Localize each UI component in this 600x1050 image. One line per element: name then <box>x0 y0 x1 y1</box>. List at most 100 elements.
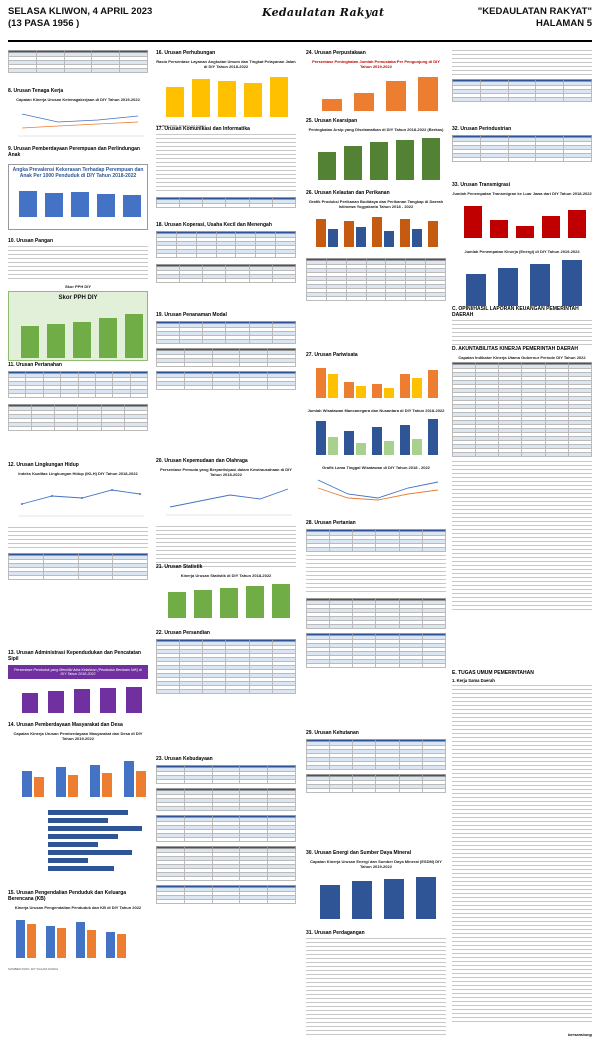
data-table <box>305 774 447 793</box>
data-table <box>155 197 297 208</box>
bar-chart <box>316 368 438 398</box>
chart-banner: Persentase Penduduk yang Memiliki Akta K… <box>8 665 148 679</box>
column-4: 32. Urusan Perindustrian 33. Urusan Tran… <box>451 50 593 1045</box>
section-22: 22. Urusan Persandian <box>155 630 297 694</box>
header-rule <box>8 40 592 42</box>
section-heading: 14. Urusan Pemberdayaan Masyarakat dan D… <box>8 722 123 728</box>
bar-chart <box>316 419 438 455</box>
bar-chart <box>316 217 438 247</box>
section-e: E. TUGAS UMUM PEMERINTAHAN 1. Kerja Sama… <box>452 670 592 1025</box>
section-23: 23. Urusan Kebudayaan <box>156 756 296 904</box>
bar-chart <box>168 584 290 618</box>
section-16: 16. Urusan Perhubungan Rasio Persentase … <box>156 50 296 128</box>
section-heading: 12. Urusan Lingkungan Hidup <box>8 462 79 468</box>
body-text <box>306 555 446 595</box>
line-chart <box>166 488 292 516</box>
body-text <box>8 246 148 282</box>
data-table <box>452 79 592 102</box>
data-table <box>305 598 447 629</box>
section-17: 17. Urusan Komunikasi dan Informatika <box>155 126 297 208</box>
section-21: 21. Urusan Statistik Kinerja Urusan Stat… <box>156 564 296 625</box>
chart-title: Grafik Lama Tinggal Wisatawan di DIY Tah… <box>322 465 430 470</box>
data-table <box>305 529 447 552</box>
body-text <box>452 320 592 348</box>
data-table <box>156 885 296 904</box>
body-text <box>306 938 446 1038</box>
section-27: 27. Urusan Pariwisata Jumlah Wisatawan M… <box>306 352 446 511</box>
section-heading: D. AKUNTABILITAS KINERJA PEMERINTAH DAER… <box>452 346 579 352</box>
section-d: D. AKUNTABILITAS KINERJA PEMERINTAH DAER… <box>451 346 593 611</box>
data-table <box>451 362 593 457</box>
data-table <box>155 639 297 694</box>
column-3: 24. Urusan Perpustakaan Persentase Penin… <box>305 50 447 1045</box>
section-29: 29. Urusan Kehutanan <box>305 730 447 793</box>
section-18: 18. Urusan Koperasi, Usaha Kecil dan Men… <box>155 222 297 283</box>
section-heading: 20. Urusan Kepemudaan dan Olahraga <box>156 458 248 464</box>
header-right-block: "KEDAULATAN RAKYAT" HALAMAN 5 <box>478 6 592 30</box>
section-33: 33. Urusan Transmigrasi Jumlah Penempata… <box>452 182 592 313</box>
section-heading: 10. Urusan Pangan <box>8 238 54 244</box>
section-heading: 28. Urusan Pertanian <box>306 520 356 526</box>
section-heading: 31. Urusan Perdagangan <box>306 930 365 936</box>
bar-chart <box>21 314 143 358</box>
chart-title: Capaian Kinerja Urusan Pemberdayaan Masy… <box>13 731 143 741</box>
section-heading: 25. Urusan Kearsipan <box>306 118 358 124</box>
section-10: 10. Urusan Pangan Skor PPH DIY Skor PPH … <box>8 238 148 361</box>
section-heading: 32. Urusan Perindustrian <box>452 126 512 132</box>
chart-title: Capaian Kinerja Urusan Energi dan Sumber… <box>310 859 442 869</box>
section-30: 30. Urusan Energi dan Sumber Daya Minera… <box>306 850 446 926</box>
section-heading: 30. Urusan Energi dan Sumber Daya Minera… <box>306 850 412 856</box>
data-table <box>155 264 297 283</box>
section-heading: 18. Urusan Koperasi, Usaha Kecil dan Men… <box>156 222 272 228</box>
chart-title: Jumlah Wisatawan Mancanegara dan Nusanta… <box>307 408 445 413</box>
header-pasa: (13 PASA 1956 ) <box>8 17 80 29</box>
bar-chart <box>16 920 126 958</box>
bar-chart <box>318 138 440 180</box>
section-19: 19. Urusan Penanaman Modal <box>155 312 297 390</box>
chart-title: Jumlah Penempatan Kinerja (Energi) di DI… <box>464 249 580 254</box>
body-text <box>452 461 592 611</box>
chart-frame: Angka Prevalensi Kekerasan Terhadap Pere… <box>8 164 148 230</box>
data-table <box>156 348 296 367</box>
chart-title: Peningkatan Arsip yang Diselamatkan di D… <box>308 127 444 132</box>
data-table <box>156 371 296 390</box>
source-note: SUMBER DATA: DIY DALAM ANGKA <box>156 124 207 128</box>
subsection-heading: 1. Kerja Sama Daerah <box>452 678 495 683</box>
section-11: 11. Urusan Pertanahan <box>7 362 149 431</box>
body-text <box>156 526 296 570</box>
body-text <box>156 134 296 194</box>
section-heading: C. OPINI/HASIL LAPORAN KEUANGAN PEMERINT… <box>452 306 579 318</box>
data-table <box>305 633 447 668</box>
section-28: 28. Urusan Pertanian <box>305 520 447 668</box>
data-table <box>155 321 297 344</box>
section-heading: 9. Urusan Pemberdayaan Perempuan dan Per… <box>8 146 140 158</box>
section-14: 14. Urusan Pemberdayaan Masyarakat dan D… <box>8 722 148 887</box>
data-table <box>305 739 447 770</box>
chart-title: Skor PPH DIY <box>64 284 91 289</box>
data-table <box>156 846 296 881</box>
page-number: HALAMAN 5 <box>536 17 592 29</box>
section-heading: 16. Urusan Perhubungan <box>156 50 216 56</box>
data-table <box>156 231 296 258</box>
chart-title: Rasio Persentase Layanan Angkutan Umum d… <box>156 59 296 69</box>
data-table <box>7 404 149 431</box>
column-1: 8. Urusan Tenaga Kerja Capaian Kinerja U… <box>7 50 149 1045</box>
combo-chart <box>22 761 146 797</box>
section-heading: 29. Urusan Kehutanan <box>306 730 359 736</box>
paper-name: "KEDAULATAN RAKYAT" <box>477 6 592 17</box>
column-2: 16. Urusan Perhubungan Rasio Persentase … <box>155 50 297 1045</box>
section-heading: 17. Urusan Komunikasi dan Informatika <box>156 126 250 132</box>
section-31: 31. Urusan Perdagangan <box>306 930 446 1038</box>
section-heading: 19. Urusan Penanaman Modal <box>156 312 227 318</box>
data-table <box>306 258 446 301</box>
data-table <box>156 788 296 811</box>
horizontal-bar-chart <box>48 810 142 871</box>
section-15: 15. Urusan Pengendalian Penduduk dan Kel… <box>8 890 148 971</box>
body-text <box>452 685 592 1025</box>
section-8: 8. Urusan Tenaga Kerja Capaian Kinerja U… <box>8 88 148 149</box>
line-chart <box>18 489 144 517</box>
section-heading: 22. Urusan Persandian <box>156 630 210 636</box>
continued-note: bersambung <box>567 1032 592 1037</box>
section-heading: 33. Urusan Transmigrasi <box>452 182 511 188</box>
header-date: SELASA KLIWON, 4 APRIL 2023 <box>8 6 153 17</box>
